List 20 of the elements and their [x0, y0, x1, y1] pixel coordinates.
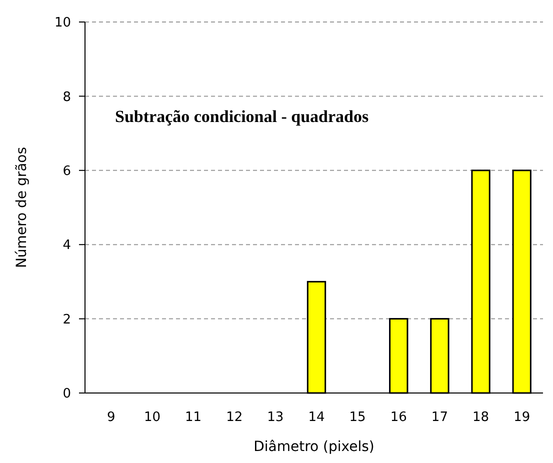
text: Subtração condicional - quadrados	[115, 107, 370, 126]
y-tick-label: 0	[62, 386, 71, 402]
x-tick-label: 13	[267, 410, 284, 425]
y-tick-label: 6	[62, 164, 71, 179]
x-tick-label: 12	[226, 410, 243, 425]
y-tick-label: 8	[62, 90, 71, 105]
x-tick-label: 17	[431, 410, 448, 425]
x-tick-label: 18	[472, 410, 490, 425]
x-tick-label: 11	[185, 410, 202, 425]
x-tick-label: 10	[144, 410, 160, 425]
x-tick-label: 14	[308, 410, 325, 425]
y-tick-label: 2	[62, 312, 71, 328]
y-tick-label: 4	[62, 238, 71, 254]
y-axis-title: Número de grãos	[14, 146, 30, 268]
x-tick-label: 15	[349, 410, 366, 425]
x-axis-title: Diâmetro (pixels)	[254, 439, 374, 455]
x-tick-label: 19	[514, 410, 530, 425]
x-tick-label: 16	[390, 410, 407, 425]
x-tick-label: 9	[107, 410, 116, 425]
y-tick-label: 10	[54, 16, 71, 31]
